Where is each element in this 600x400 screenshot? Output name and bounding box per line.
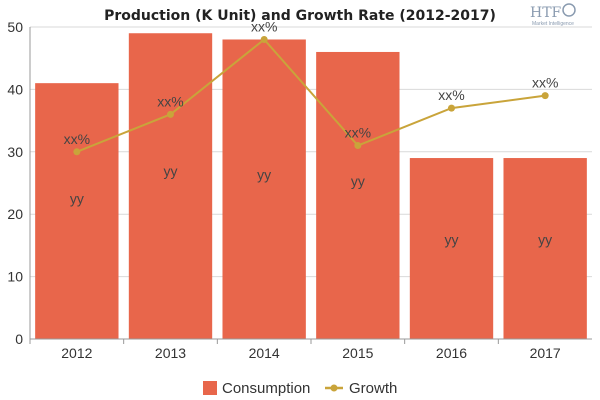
growth-line (76, 38, 546, 153)
growth-point-2012 (73, 148, 81, 156)
x-tick-label: 2017 (530, 345, 561, 361)
x-tick-label: 2014 (249, 345, 280, 361)
bar-2016 (409, 158, 494, 339)
growth-data-label: xx% (438, 87, 464, 103)
growth-point-2017 (541, 92, 549, 100)
growth-data-label: xx% (345, 125, 371, 141)
bar-data-label: yy (164, 163, 178, 179)
gridlines (30, 26, 592, 278)
x-tick-label: 2012 (61, 345, 92, 361)
bar-data-label: yy (70, 190, 84, 206)
x-axis: 2012 2013 2014 2015 2016 2017 (29, 338, 592, 361)
bar-2013 (128, 33, 213, 340)
bar-2014 (222, 39, 306, 339)
bar-2015 (316, 51, 400, 340)
growth-data-label: xx% (251, 18, 277, 34)
y-tick-label: 50 (7, 19, 23, 35)
growth-point-2015 (354, 142, 362, 150)
legend-swatch-consumption (203, 381, 217, 395)
growth-point-2016 (448, 104, 455, 112)
globe-icon (562, 3, 576, 17)
logo-subtitle: Market Intelligence (532, 21, 574, 27)
legend: Consumption Growth (203, 380, 397, 397)
y-tick-label: 40 (7, 81, 23, 97)
x-tick-label: 2016 (436, 345, 467, 361)
line-series: xx% xx% xx% xx% xx% xx% (64, 18, 558, 156)
htf-logo: HTF Market Intelligence (530, 3, 576, 27)
bar-series: yy yy yy yy yy yy (35, 33, 587, 340)
bar-data-label: yy (351, 173, 365, 189)
legend-label-growth: Growth (349, 380, 397, 397)
y-tick-label: 30 (7, 144, 23, 160)
bar-data-label: yy (538, 231, 552, 247)
y-tick-label: 0 (15, 331, 23, 347)
growth-point-2013 (167, 110, 174, 118)
x-tick-label: 2015 (342, 345, 373, 361)
x-tick-label: 2013 (155, 345, 186, 361)
chart-title: Production (K Unit) and Growth Rate (201… (104, 8, 496, 24)
growth-point-2014 (260, 35, 268, 43)
y-axis: 0 10 20 30 40 50 (7, 19, 31, 347)
y-tick-label: 10 (7, 269, 23, 285)
growth-data-label: xx% (157, 93, 183, 109)
growth-data-label: xx% (64, 131, 90, 147)
bar-2017 (503, 158, 587, 339)
bar-2012 (35, 83, 119, 339)
legend-marker-growth (330, 384, 338, 392)
y-tick-label: 20 (7, 206, 23, 222)
legend-label-consumption: Consumption (222, 380, 310, 397)
growth-data-label: xx% (532, 75, 558, 91)
bar-data-label: yy (445, 231, 459, 247)
bar-data-label: yy (257, 166, 271, 182)
logo-mark: HTF (530, 5, 562, 21)
